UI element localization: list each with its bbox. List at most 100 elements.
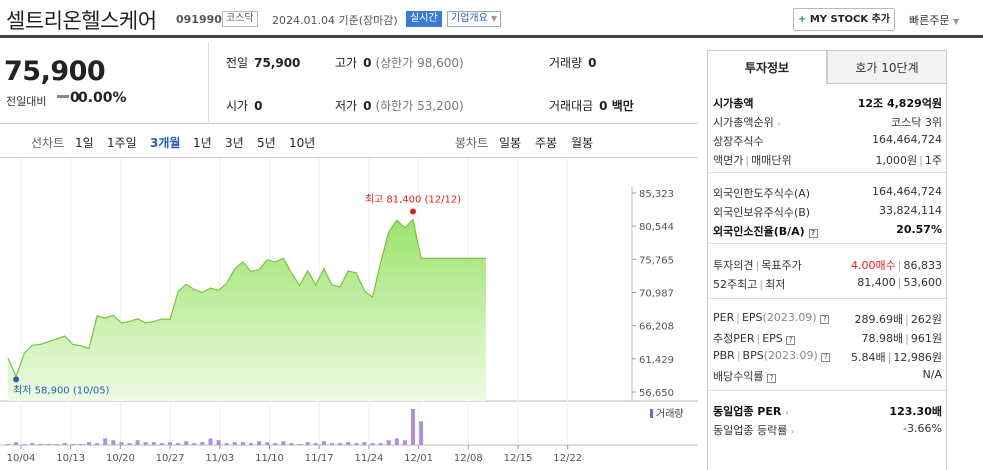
volume-bar: [338, 443, 343, 445]
y-tick-label: 80,544: [639, 222, 674, 233]
per-label: PER | EPS(2023.09) ?: [713, 311, 830, 324]
x-tick-label: 12/22: [553, 453, 582, 464]
dividend-value: N/A: [922, 368, 942, 381]
company-info-dropdown[interactable]: 기업개요 ▼: [447, 11, 502, 27]
sector-per-text: 동일업종 PER: [713, 405, 782, 418]
plus-icon: +: [797, 14, 807, 25]
week52-row: 52주최고 | 최저 81,400 | 53,600: [708, 273, 948, 292]
tab-1w[interactable]: 1주일: [107, 136, 137, 150]
face-value: 1,000원: [875, 154, 918, 167]
sector-rate-label[interactable]: 동일업종 등락률 ›: [713, 422, 794, 438]
tab-10y[interactable]: 10년: [289, 136, 316, 150]
divider: [208, 42, 209, 122]
lower-limit: (하한가 53,200): [375, 99, 464, 113]
est-eps-label: EPS: [762, 332, 783, 345]
price-date: 2024.01.04 기준(장마감): [272, 12, 398, 28]
bps-value: 12,986원: [893, 351, 942, 364]
volume-bar: [330, 443, 334, 445]
quick-order-button[interactable]: 빠른주문 ▼: [909, 12, 959, 28]
sector-rate-row: 동일업종 등락률 › -3.66%: [708, 419, 948, 438]
realtime-button[interactable]: 실시간: [406, 11, 442, 27]
volume-bar: [135, 440, 140, 445]
trade-amount: 거래대금 0 백만: [549, 97, 634, 114]
quick-order-label: 빠른주문: [909, 14, 950, 27]
foreign-ratio-row: 외국인소진율(B/A) ? 20.57%: [708, 220, 948, 239]
opinion-text: 투자의견: [713, 259, 754, 272]
shares-label: 상장주식수: [713, 135, 764, 148]
x-tick-label: 11/03: [205, 453, 234, 464]
cap-rank-text: 시가총액순위: [713, 116, 774, 129]
market-cap-label: 시가총액: [713, 97, 754, 110]
day-high-value: 0: [363, 56, 372, 70]
price-area: [8, 219, 486, 401]
low-label: 최저 58,900 (10/05): [13, 384, 109, 396]
upper-limit: (상한가 98,600): [375, 56, 464, 70]
sector-rate-value: -3.66%: [903, 422, 942, 435]
divider: [708, 390, 946, 391]
price-chart-svg: 85,323 80,544 75,765 70,987 66,208 61,429 56,6…: [0, 158, 698, 464]
volume-bar: [321, 441, 326, 445]
volume-bar: [159, 443, 164, 445]
help-icon[interactable]: ?: [767, 374, 777, 383]
volume-bar: [346, 442, 351, 445]
volume-label: 거래량: [549, 56, 583, 70]
volume-bar: [281, 441, 286, 445]
trade-amount-label: 거래대금: [549, 99, 594, 113]
chevron-down-icon: ▼: [491, 14, 498, 23]
volume-bar: [103, 438, 108, 445]
help-icon[interactable]: ?: [821, 353, 831, 362]
face-label: 액면가: [713, 154, 744, 167]
day-low-label: 저가: [335, 99, 358, 113]
open-value: 0: [254, 99, 263, 113]
target-value: 86,833: [903, 259, 943, 272]
face-value-row: 액면가 | 매매단위 1,000원 | 1주: [708, 149, 948, 168]
volume-bar: [208, 438, 213, 445]
x-tick-label: 12/01: [404, 453, 433, 464]
help-icon[interactable]: ?: [808, 229, 818, 238]
tab-orderbook-10[interactable]: 호가 10단계: [827, 50, 947, 84]
foreign-limit-row: 외국인한도주식수(A) 164,464,724: [708, 182, 948, 201]
x-tick-label: 11/17: [305, 453, 334, 464]
y-tick-label: 56,650: [639, 388, 674, 399]
x-tick-label: 12/15: [504, 453, 533, 464]
tab-weekly[interactable]: 주봉: [535, 136, 558, 150]
volume-bar: [200, 442, 205, 445]
help-icon[interactable]: ?: [820, 315, 830, 324]
y-tick-label: 70,987: [639, 289, 674, 300]
tab-monthly[interactable]: 월봉: [571, 136, 594, 150]
volume-bar: [95, 443, 100, 445]
volume-bar: [38, 444, 43, 445]
help-icon[interactable]: ?: [786, 336, 796, 345]
chart-period-tabs: 선차트 1일 1주일 3개월 1년 3년 5년 10년 봉차트 일봉 주봉 월봉: [0, 124, 698, 158]
market-cap-value: 12조 4,829억원: [857, 97, 942, 110]
volume-bar: [224, 443, 229, 445]
divider: [708, 243, 946, 244]
face-value-label: 액면가 | 매매단위: [713, 154, 792, 167]
volume-bar: [370, 443, 375, 445]
trade-amount-value: 0 백만: [599, 99, 634, 113]
tab-3m[interactable]: 3개월: [150, 136, 181, 150]
add-mystock-button[interactable]: + MY STOCK 추가: [793, 8, 895, 31]
date-note: 기준(장마감): [338, 14, 398, 27]
volume-bar: [313, 443, 318, 445]
candle-chart-label: 봉차트: [455, 136, 489, 150]
sector-per-label[interactable]: 동일업종 PER ›: [713, 403, 789, 419]
tab-1d[interactable]: 1일: [75, 136, 94, 150]
volume-bar: [402, 440, 407, 445]
volume-bar: [411, 409, 415, 445]
tab-daily[interactable]: 일봉: [499, 136, 522, 150]
volume-bar: [289, 443, 294, 445]
shares-value: 164,464,724: [872, 133, 942, 146]
day-high: 고가 0 (상한가 98,600): [335, 54, 464, 71]
tab-investment-info[interactable]: 투자정보: [707, 50, 827, 84]
current-price: 75,900: [4, 56, 106, 87]
tab-3y[interactable]: 3년: [225, 136, 244, 150]
face-value-values: 1,000원 | 1주: [875, 154, 942, 167]
change-percent: 0.00%: [78, 90, 127, 106]
week52-low-value: 53,600: [903, 276, 943, 289]
price-chart: 85,323 80,544 75,765 70,987 66,208 61,429 56,6…: [0, 158, 698, 470]
tab-1y[interactable]: 1년: [193, 136, 212, 150]
cap-rank-label[interactable]: 시가총액순위 ›: [713, 114, 780, 130]
volume-bar: [127, 443, 132, 445]
tab-5y[interactable]: 5년: [257, 136, 276, 150]
